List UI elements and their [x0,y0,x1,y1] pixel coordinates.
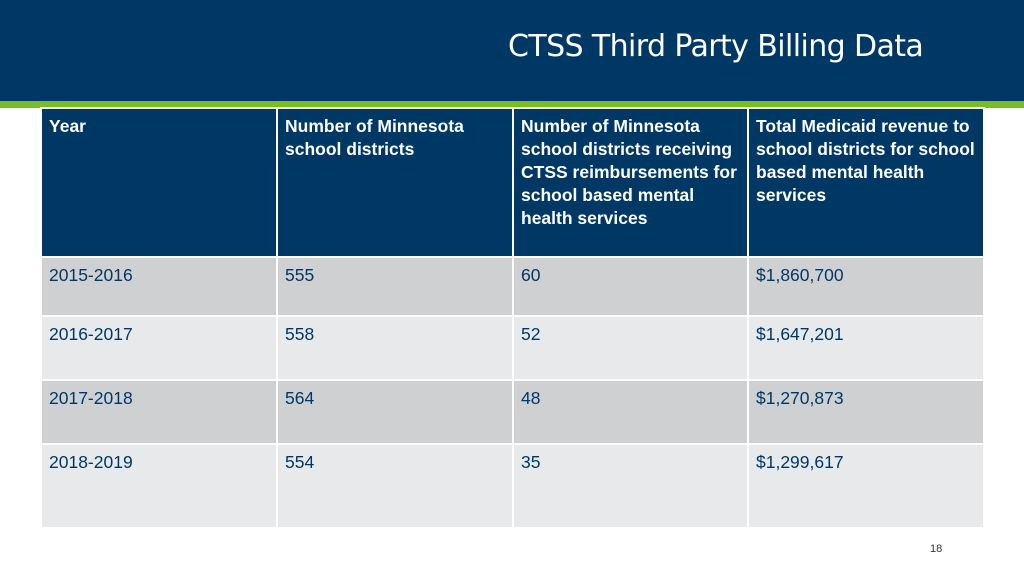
cell-districts-receiving-ctss: 52 [512,315,749,381]
header-medicaid-revenue: Total Medicaid revenue to school distric… [747,107,985,258]
cell-medicaid-revenue: $1,270,873 [747,379,985,445]
cell-year: 2015-2016 [40,256,278,317]
table-header-row: Year Number of Minnesota school district… [40,107,985,258]
cell-school-districts: 558 [276,315,514,381]
table-row: 2016-2017 558 52 $1,647,201 [40,315,985,381]
header-bar [0,0,1024,101]
table-row: 2015-2016 555 60 $1,860,700 [40,256,985,317]
cell-medicaid-revenue: $1,860,700 [747,256,985,317]
cell-school-districts: 555 [276,256,514,317]
cell-year: 2018-2019 [40,443,278,529]
table-row: 2017-2018 564 48 $1,270,873 [40,379,985,445]
header-school-districts: Number of Minnesota school districts [276,107,514,258]
header-districts-receiving-ctss: Number of Minnesota school districts rec… [512,107,749,258]
page-number: 18 [930,543,943,555]
cell-year: 2017-2018 [40,379,278,445]
table-row: 2018-2019 554 35 $1,299,617 [40,443,985,529]
cell-districts-receiving-ctss: 35 [512,443,749,529]
header-year: Year [40,107,278,258]
cell-medicaid-revenue: $1,299,617 [747,443,985,529]
cell-school-districts: 554 [276,443,514,529]
billing-data-table: Year Number of Minnesota school district… [40,107,985,529]
slide-title: CTSS Third Party Billing Data [508,29,924,64]
billing-data-table-container: Year Number of Minnesota school district… [40,107,985,529]
cell-medicaid-revenue: $1,647,201 [747,315,985,381]
cell-districts-receiving-ctss: 60 [512,256,749,317]
cell-year: 2016-2017 [40,315,278,381]
cell-districts-receiving-ctss: 48 [512,379,749,445]
cell-school-districts: 564 [276,379,514,445]
header-accent-stripe [0,101,1024,108]
